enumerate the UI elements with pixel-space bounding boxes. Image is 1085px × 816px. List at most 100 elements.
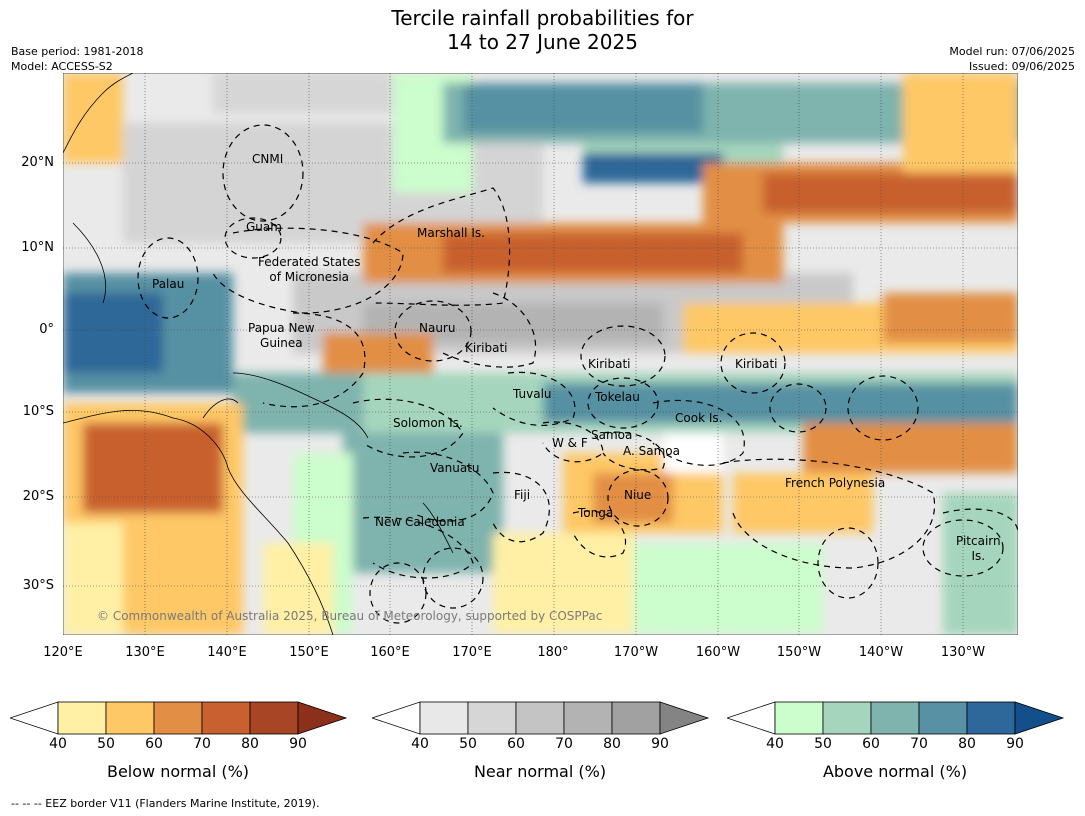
colorbar-over-extension: [297, 701, 348, 735]
colorbar-over-extension: [1014, 701, 1065, 735]
region-label-tokelau: Tokelau: [595, 390, 640, 404]
region-label-cnmi: CNMI: [252, 152, 284, 166]
colorbar-2: [727, 701, 1065, 735]
region-label-guam: Guam: [246, 220, 282, 234]
lat-tick-label: 10°N: [21, 240, 54, 255]
colorbar-segment: [515, 701, 565, 735]
lon-tick-label: 120°E: [43, 645, 83, 660]
lat-tick-label: 20°S: [22, 489, 54, 504]
meta-left: Base period: 1981-2018 Model: ACCESS-S2: [11, 44, 143, 74]
region-label-french-polynesia: French Polynesia: [785, 476, 886, 490]
colorbar-tick-label: 80: [603, 736, 621, 752]
region-label-fiji: Fiji: [514, 488, 531, 502]
region-label-a-samoa: A. Samoa: [623, 444, 680, 458]
probability-map: [63, 73, 1018, 635]
region-label-w-and-f: W & F: [552, 436, 588, 450]
colorbar-tick-label: 40: [766, 736, 784, 752]
colorbar-tick-label: 50: [459, 736, 477, 752]
lon-tick-label: 170°W: [613, 645, 659, 660]
region-label-cook-is: Cook Is.: [675, 411, 723, 425]
colorbar-under-extension: [727, 701, 776, 735]
meta-right: Model run: 07/06/2025 Issued: 09/06/2025: [949, 44, 1075, 74]
colorbar-1: [372, 701, 710, 735]
colorbar-title: Near normal (%): [473, 762, 607, 781]
lon-tick-label: 160°E: [370, 645, 410, 660]
graticule: [63, 73, 1018, 635]
colorbar-segment: [822, 701, 872, 735]
region-label-kiribati-central: Kiribati: [588, 357, 631, 371]
lat-tick-label: 0°: [39, 322, 54, 337]
region-label-samoa: Samoa: [591, 428, 633, 442]
lon-tick-label: 170°E: [452, 645, 492, 660]
title-line-2: 14 to 27 June 2025: [447, 30, 638, 54]
region-label-palau: Palau: [152, 277, 185, 291]
colorbar-segment: [249, 701, 299, 735]
colorbar-tick-label: 70: [910, 736, 928, 752]
coastlines: [63, 73, 454, 635]
lon-tick-label: 130°E: [125, 645, 165, 660]
colorbar-tick-label: 90: [651, 736, 669, 752]
lon-tick-label: 180°: [537, 645, 569, 660]
region-label-kiribati-east: Kiribati: [735, 357, 778, 371]
probability-fields: [63, 73, 1018, 635]
colorbar-segment: [918, 701, 968, 735]
colorbar-tick-label: 50: [97, 736, 115, 752]
region-label-new-caledonia: New Caledonia: [375, 515, 465, 529]
lon-tick-label: 140°W: [858, 645, 904, 660]
colorbar-tick-label: 60: [862, 736, 880, 752]
colorbar-segment: [57, 701, 107, 735]
colorbar-tick-label: 40: [411, 736, 429, 752]
eez-border-note: -- -- -- EEZ border V11 (Flanders Marine…: [11, 797, 320, 810]
colorbar-under-extension: [10, 701, 59, 735]
colorbar-tick-label: 60: [507, 736, 525, 752]
colorbar-segment: [611, 701, 661, 735]
lon-tick-label: 140°E: [207, 645, 247, 660]
colorbar-tick-label: 70: [193, 736, 211, 752]
colorbar-segment: [105, 701, 155, 735]
lat-tick-label: 10°S: [22, 404, 54, 419]
colorbar-over-extension: [659, 701, 710, 735]
lon-tick-label: 150°E: [289, 645, 329, 660]
lon-tick-label: 130°W: [940, 645, 986, 660]
lat-tick-label: 20°N: [21, 155, 54, 170]
title-line-1: Tercile rainfall probabilities for: [391, 6, 694, 30]
colorbar-tick-label: 80: [241, 736, 259, 752]
colorbar-0: [10, 701, 348, 735]
map-title: Tercile rainfall probabilities for 14 to…: [0, 6, 1085, 54]
colorbar-tick-label: 60: [145, 736, 163, 752]
region-label-marshall-is: Marshall Is.: [417, 226, 485, 240]
colorbar-segment: [467, 701, 517, 735]
region-label-kiribati-west: Kiribati: [465, 341, 508, 355]
lon-tick-label: 160°W: [695, 645, 741, 660]
issued-date: Issued: 09/06/2025: [968, 60, 1075, 73]
region-label-solomon-is: Solomon Is.: [393, 416, 463, 430]
lon-tick-label: 150°W: [776, 645, 822, 660]
colorbar-segment: [153, 701, 203, 735]
region-label-niue: Niue: [624, 488, 652, 502]
region-label-pitcairn-is: Pitcairn Is.: [956, 534, 1001, 563]
colorbar-tick-label: 90: [289, 736, 307, 752]
colorbar-tick-label: 80: [958, 736, 976, 752]
model-run: Model run: 07/06/2025: [949, 45, 1075, 58]
colorbar-segment: [966, 701, 1016, 735]
region-label-vanuatu: Vanuatu: [430, 461, 480, 475]
colorbar-segment: [563, 701, 613, 735]
colorbar-tick-label: 90: [1006, 736, 1024, 752]
base-period: Base period: 1981-2018: [11, 45, 144, 58]
lat-tick-label: 30°S: [22, 578, 54, 593]
colorbar-segment: [870, 701, 920, 735]
colorbar-under-extension: [372, 701, 421, 735]
model-name: Model: ACCESS-S2: [11, 60, 113, 73]
eez-borders: [137, 124, 1018, 624]
colorbar-title: Above normal (%): [822, 762, 968, 781]
region-label-tuvalu: Tuvalu: [513, 387, 552, 401]
copyright-notice: © Commonwealth of Australia 2025, Bureau…: [97, 609, 603, 623]
colorbar-segment: [201, 701, 251, 735]
region-label-tonga: Tonga: [578, 506, 614, 520]
colorbar-segment: [774, 701, 824, 735]
region-label-png: Papua New Guinea: [248, 321, 315, 350]
colorbar-tick-label: 50: [814, 736, 832, 752]
region-label-nauru: Nauru: [419, 321, 456, 335]
region-label-fsm: Federated States of Micronesia: [258, 255, 361, 284]
colorbar-tick-label: 40: [49, 736, 67, 752]
